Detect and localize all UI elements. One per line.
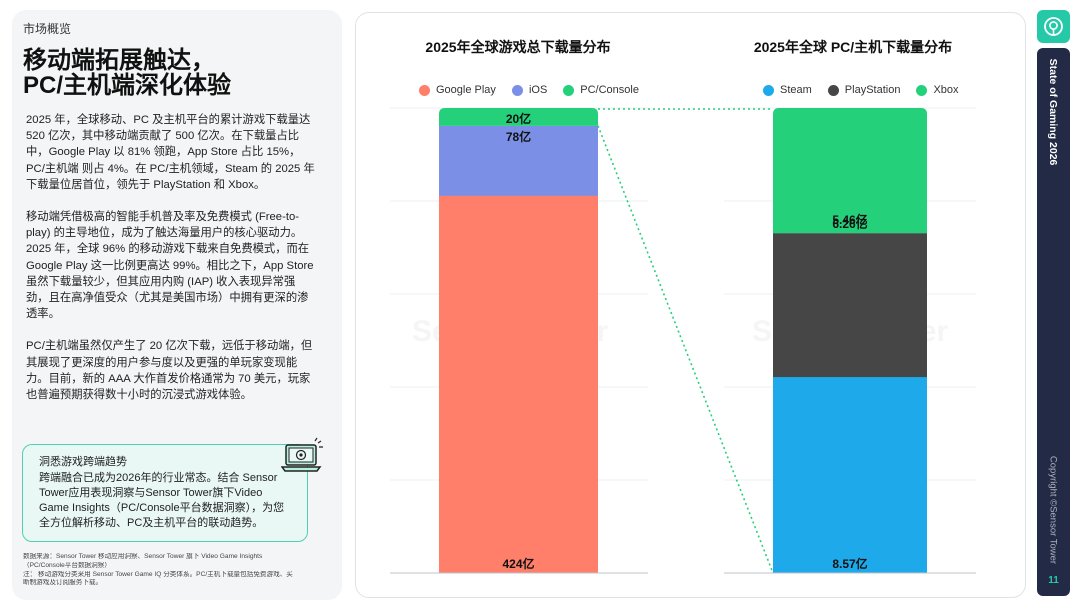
legend-item-ios: iOS: [511, 84, 548, 96]
watermark-right: Sensor Tower: [752, 315, 949, 348]
page-title: 移动端拓展触达， PC/主机端深化体验: [23, 48, 231, 98]
section-label: 市场概览: [23, 22, 72, 36]
footnote: 数据来源：Sensor Tower 移动应用洞察、Sensor Tower 旗下…: [23, 553, 323, 588]
legend-dot-pc-console: [563, 84, 575, 96]
chart-title-total: 2025年全球游戏总下载量分布: [425, 39, 611, 55]
body-paragraph: PC/主机端虽然仅产生了 20 亿次下载，远低于移动端，但其展现了更深度的用户参…: [26, 340, 313, 402]
logo-tile[interactable]: [1037, 10, 1070, 43]
legend-item-google-play: Google Play: [419, 84, 496, 96]
sensor-tower-logo-icon: [1044, 17, 1063, 36]
body-paragraph: 2025 年，全球移动、PC 及主机平台的累计游戏下载量达 520 亿次，其中移…: [26, 114, 315, 191]
legend-total: Google Play iOS PC/Console: [419, 84, 655, 96]
legend-label-ios: iOS: [528, 84, 548, 96]
legend-dot-steam: [763, 84, 774, 96]
legend-dot-playstation: [827, 84, 839, 96]
page-title-line-2: PC/主机端深化体验: [23, 72, 232, 99]
footnote-line: 注： 移动游戏分类采用 Sensor Tower Game IQ 分类体系。PC…: [23, 570, 293, 578]
sidebar-copyright: Copyright ©Sensor Tower: [1047, 455, 1059, 565]
sidebar-title: State of Gaming 2026: [1047, 58, 1059, 166]
legend-dot-xbox: [916, 84, 928, 96]
page-title-line-1: 移动端拓展触达，: [23, 47, 215, 74]
legend-dot-google-play: [419, 84, 430, 96]
page-number: 11: [1048, 575, 1059, 586]
footnote-line: 数据来源：Sensor Tower 移动应用洞察、Sensor Tower 旗下…: [23, 553, 263, 560]
legend-item-xbox: Xbox: [916, 84, 959, 96]
callout-title: 洞悉游戏跨端趋势: [39, 456, 127, 468]
sidebar-strip: [1037, 48, 1070, 596]
legend-label-playstation: PlayStation: [844, 84, 901, 96]
chart-title-pc-console: 2025年全球 PC/主机下载量分布: [753, 39, 953, 55]
laptop-icon: [281, 437, 323, 472]
legend-label-google-play: Google Play: [436, 84, 496, 96]
footnote-line: （PC/Console平台数据洞察）: [23, 561, 111, 569]
body-text: 2025 年，全球移动、PC 及主机平台的累计游戏下载量达 520 亿次，其中移…: [26, 112, 316, 419]
legend-label-pc-console: PC/Console: [580, 84, 639, 96]
legend-item-pc-console: PC/Console: [563, 84, 639, 96]
chart-card: [355, 12, 1026, 598]
callout-box: 洞悉游戏跨端趋势 跨端融合已成为2026年的行业常态。结合 Sensor Tow…: [22, 437, 323, 542]
legend-label-xbox: Xbox: [933, 84, 959, 96]
watermark-left: Sensor Tower: [412, 315, 609, 348]
legend-item-steam: Steam: [763, 84, 812, 96]
legend-pc-console: Steam PlayStation Xbox: [763, 84, 975, 96]
legend-label-steam: Steam: [780, 84, 812, 96]
legend-dot-ios: [511, 84, 523, 96]
legend-item-playstation: PlayStation: [827, 84, 901, 96]
body-paragraph: 移动端凭借极高的智能手机普及率及免费模式 (Free-to-play) 的主导地…: [26, 211, 314, 321]
footnote-line: 断制游戏及订阅服务下载。: [23, 579, 103, 587]
callout-text: 跨端融合已成为2026年的行业常态。结合 Sensor Tower应用表现洞察与…: [39, 472, 285, 529]
